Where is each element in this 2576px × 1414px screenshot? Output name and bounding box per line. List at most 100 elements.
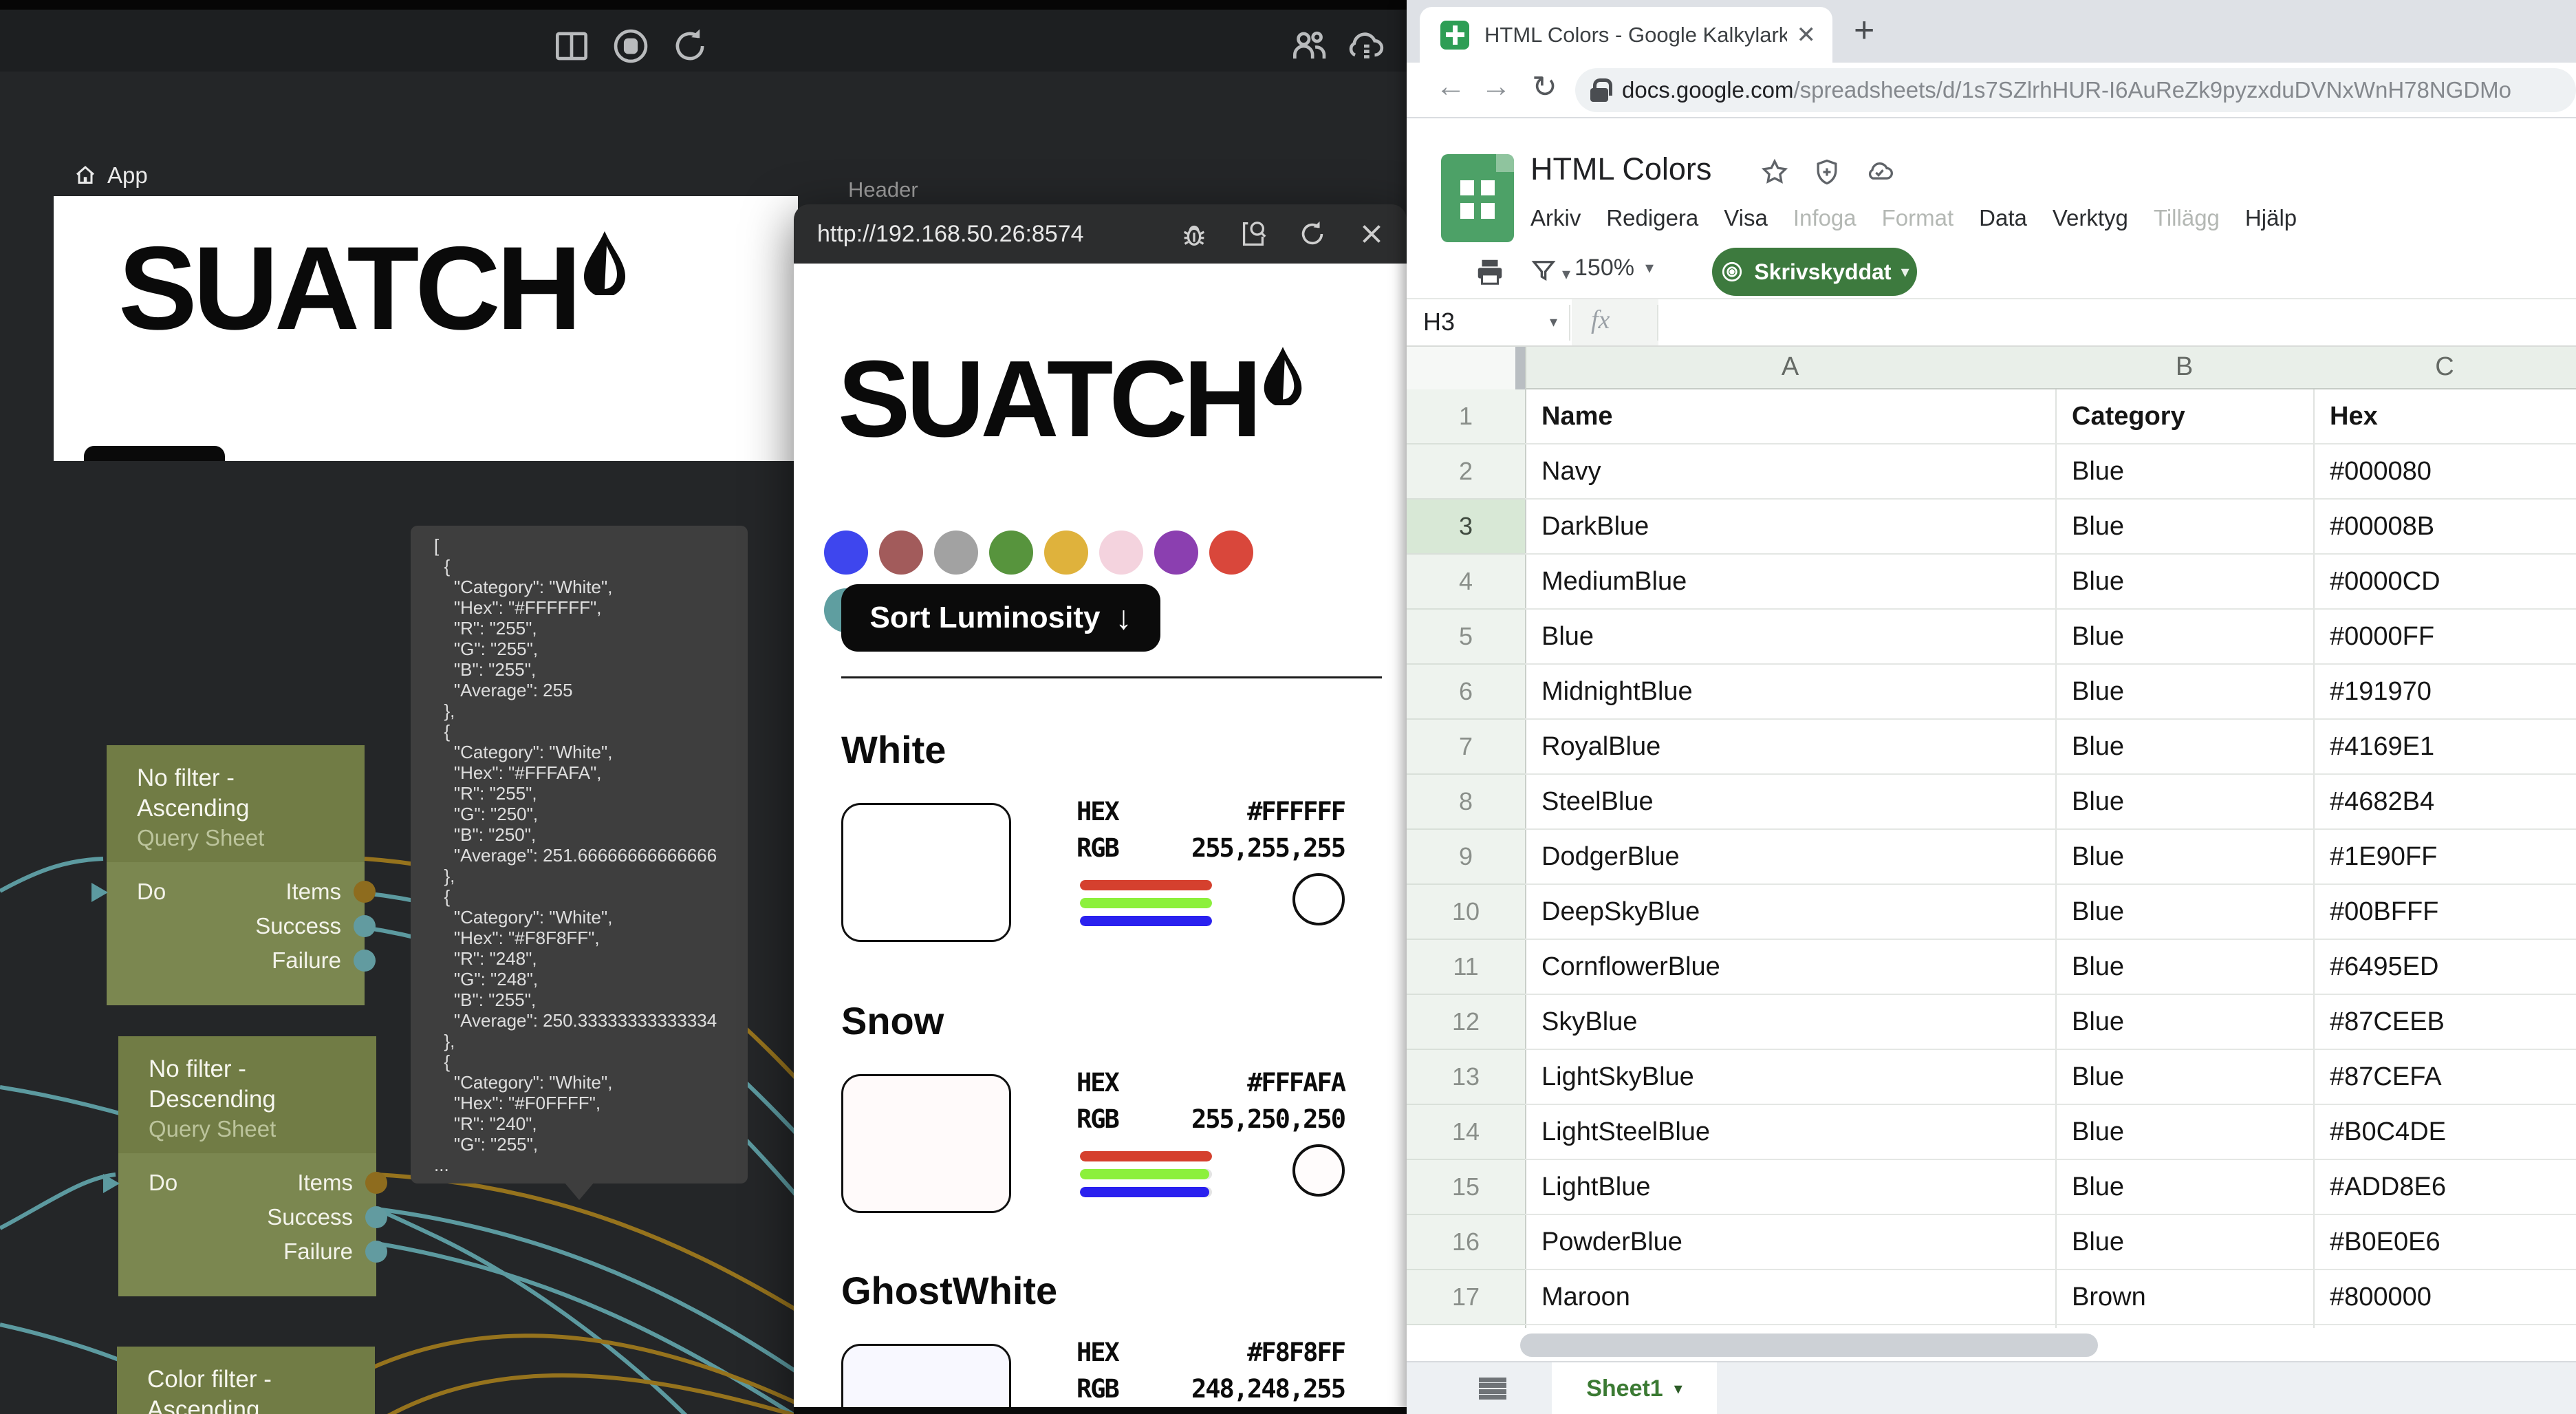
cloud-check-icon[interactable] <box>1864 157 1894 187</box>
cell-hex[interactable]: #00BFFF <box>2313 885 2576 940</box>
row-number[interactable]: 10 <box>1407 885 1525 940</box>
menu-item[interactable]: Arkiv <box>1530 205 1581 231</box>
browser-tab[interactable]: HTML Colors - Google Kalkylark ✕ <box>1420 7 1832 63</box>
row-number[interactable]: 6 <box>1407 665 1525 720</box>
document-title[interactable]: HTML Colors <box>1530 151 1712 186</box>
scrollbar-thumb[interactable] <box>1520 1333 2098 1357</box>
row-number[interactable]: 13 <box>1407 1050 1525 1105</box>
row-number[interactable]: 4 <box>1407 555 1525 610</box>
cell-hex[interactable]: #0000FF <box>2313 610 2576 665</box>
menu-item[interactable]: Visa <box>1724 205 1768 231</box>
row-number[interactable]: 2 <box>1407 444 1525 500</box>
cell-hex[interactable]: #1E90FF <box>2313 830 2576 885</box>
cell-category[interactable]: Blue <box>2055 885 2313 940</box>
color-swatch[interactable] <box>1044 531 1088 575</box>
column-header-a[interactable]: A <box>1781 352 1799 381</box>
split-view-icon[interactable] <box>550 25 593 67</box>
cell-name[interactable]: CornflowerBlue <box>1525 940 2055 995</box>
readonly-badge[interactable]: Skrivskyddat ▾ <box>1712 248 1917 296</box>
cell-name[interactable]: LightSkyBlue <box>1525 1050 2055 1105</box>
cell-category[interactable]: Blue <box>2055 1160 2313 1215</box>
table-row[interactable]: 6 MidnightBlue Blue #191970 <box>1407 665 2576 720</box>
node-no-filter-ascending[interactable]: No filter - Ascending Query Sheet Do Item… <box>91 745 376 1005</box>
refresh-icon[interactable] <box>669 25 711 67</box>
row-number[interactable]: 11 <box>1407 940 1525 995</box>
menu-item[interactable]: Format <box>1881 205 1954 231</box>
cell-name[interactable]: RoyalBlue <box>1525 720 2055 775</box>
color-swatch[interactable] <box>934 531 978 575</box>
cell-name[interactable]: LightSteelBlue <box>1525 1105 2055 1160</box>
menu-item[interactable]: Infoga <box>1793 205 1857 231</box>
table-row[interactable]: 17 Maroon Brown #800000 <box>1407 1270 2576 1325</box>
cell-name[interactable]: PowderBlue <box>1525 1215 2055 1270</box>
tab-close-icon[interactable]: ✕ <box>1796 21 1817 48</box>
table-row[interactable]: 5 Blue Blue #0000FF <box>1407 610 2576 665</box>
port-items[interactable]: Items <box>285 879 341 904</box>
debug-bug-icon[interactable] <box>1178 218 1210 250</box>
close-icon[interactable] <box>1356 218 1387 250</box>
filter-icon[interactable] <box>1529 256 1558 288</box>
print-icon[interactable] <box>1474 256 1506 288</box>
cell-category[interactable]: Blue <box>2055 1050 2313 1105</box>
new-tab-button[interactable]: + <box>1854 10 1875 50</box>
cell-name[interactable]: MediumBlue <box>1525 555 2055 610</box>
table-row[interactable]: 1 Name Category Hex <box>1407 389 2576 444</box>
cell-category[interactable]: Blue <box>2055 775 2313 830</box>
row-number[interactable]: 5 <box>1407 610 1525 665</box>
all-sheets-icon[interactable] <box>1479 1375 1506 1402</box>
color-swatch[interactable] <box>1154 531 1198 575</box>
cell-name[interactable]: DarkBlue <box>1525 500 2055 555</box>
cell-name[interactable]: DodgerBlue <box>1525 830 2055 885</box>
table-row[interactable]: 2 Navy Blue #000080 <box>1407 444 2576 500</box>
menu-item[interactable]: Hjälp <box>2244 205 2297 231</box>
sort-luminosity-button[interactable]: Sort Luminosity ↓ <box>841 584 1160 652</box>
name-box[interactable]: H3 <box>1423 308 1455 336</box>
table-row[interactable]: 12 SkyBlue Blue #87CEEB <box>1407 995 2576 1050</box>
cell-hex[interactable]: #6495ED <box>2313 940 2576 995</box>
color-swatch[interactable] <box>1209 531 1253 575</box>
table-row[interactable]: 7 RoyalBlue Blue #4169E1 <box>1407 720 2576 775</box>
table-row[interactable]: 9 DodgerBlue Blue #1E90FF <box>1407 830 2576 885</box>
cell-hex[interactable]: #B0E0E6 <box>2313 1215 2576 1270</box>
cell-name[interactable]: SkyBlue <box>1525 995 2055 1050</box>
zoom-select[interactable]: 150% ▾ <box>1574 255 1654 281</box>
popup-titlebar[interactable]: http://192.168.50.26:8574 <box>794 204 1407 264</box>
row-number[interactable]: 12 <box>1407 995 1525 1050</box>
cell-hex[interactable]: #B0C4DE <box>2313 1105 2576 1160</box>
select-all-corner[interactable] <box>1407 347 1525 389</box>
row-number[interactable]: 9 <box>1407 830 1525 885</box>
row-number[interactable]: 14 <box>1407 1105 1525 1160</box>
menu-item[interactable]: Tillägg <box>2153 205 2220 231</box>
table-row[interactable]: 11 CornflowerBlue Blue #6495ED <box>1407 940 2576 995</box>
cell-category[interactable]: Brown <box>2055 1270 2313 1325</box>
cell-hex[interactable]: #4169E1 <box>2313 720 2576 775</box>
cell-category[interactable]: Blue <box>2055 1215 2313 1270</box>
table-row[interactable]: 13 LightSkyBlue Blue #87CEFA <box>1407 1050 2576 1105</box>
port-do[interactable]: Do <box>149 1170 178 1195</box>
menu-item[interactable]: Data <box>1979 205 2027 231</box>
row-number[interactable]: 15 <box>1407 1160 1525 1215</box>
cell-hex[interactable]: #ADD8E6 <box>2313 1160 2576 1215</box>
shield-add-icon[interactable] <box>1812 157 1842 187</box>
sheets-logo-icon[interactable] <box>1441 154 1514 242</box>
cell-category[interactable]: Category <box>2055 389 2313 444</box>
users-icon[interactable] <box>1288 25 1330 67</box>
port-success[interactable]: Success <box>267 1204 353 1230</box>
color-swatch[interactable] <box>1099 531 1143 575</box>
cell-name[interactable]: DeepSkyBlue <box>1525 885 2055 940</box>
color-swatch[interactable] <box>879 531 923 575</box>
node-color-filter-ascending[interactable]: Color filter - Ascending <box>117 1347 375 1414</box>
cell-name[interactable]: LightBlue <box>1525 1160 2055 1215</box>
color-swatch[interactable] <box>989 531 1033 575</box>
menu-item[interactable]: Verktyg <box>2052 205 2128 231</box>
items-port-dot[interactable] <box>365 1172 387 1194</box>
table-row[interactable]: 15 LightBlue Blue #ADD8E6 <box>1407 1160 2576 1215</box>
cell-category[interactable]: Blue <box>2055 610 2313 665</box>
forward-icon[interactable]: → <box>1481 69 1511 103</box>
cell-category[interactable]: Blue <box>2055 555 2313 610</box>
breadcrumb[interactable]: App <box>73 162 148 189</box>
success-port-dot[interactable] <box>354 915 376 937</box>
cell-category[interactable]: Blue <box>2055 995 2313 1050</box>
cell-name[interactable]: Blue <box>1525 610 2055 665</box>
column-header-b[interactable]: B <box>2175 352 2194 381</box>
